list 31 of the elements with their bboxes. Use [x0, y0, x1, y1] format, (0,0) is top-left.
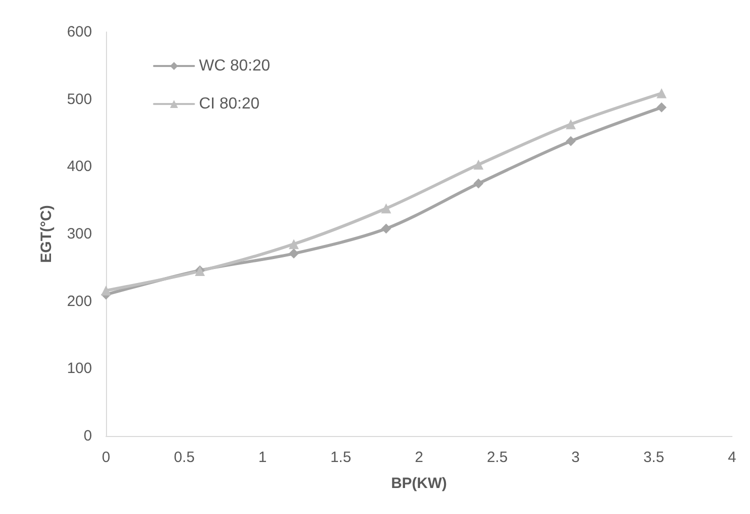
y-tick-label: 400	[66, 158, 92, 176]
point	[473, 160, 484, 170]
x-tick-label: 1.5	[330, 449, 352, 466]
x-tick-label: 1	[258, 449, 267, 466]
y-tick-label: 0	[84, 428, 92, 444]
x-tick-label: 2	[414, 449, 424, 466]
x-tick-label: 0.5	[174, 449, 195, 466]
point	[288, 239, 299, 250]
point	[288, 248, 299, 259]
point	[566, 136, 576, 146]
y-tick-label: 500	[66, 90, 92, 108]
x-tick-label: 0	[102, 449, 110, 466]
point	[473, 178, 484, 188]
y-tick-label: 200	[66, 292, 92, 310]
legend-label: CI 80:20	[199, 96, 260, 112]
point	[101, 286, 111, 296]
point	[381, 224, 392, 234]
point	[656, 88, 667, 98]
legend-label: WC 80:20	[199, 58, 270, 74]
point	[656, 102, 667, 112]
x-tick-label: 2.5	[486, 449, 508, 466]
point	[566, 119, 576, 130]
y-tick-label: 100	[66, 360, 92, 378]
x-axis-title: BP(KW)	[391, 475, 447, 492]
y-tick-label: 300	[66, 226, 92, 242]
x-tick-label: 3.5	[643, 449, 664, 466]
point	[381, 203, 392, 214]
x-tick-label: 4	[728, 449, 736, 466]
x-tick-label: 3	[571, 449, 580, 466]
y-tick-label: 600	[66, 24, 92, 40]
y-axis-title: EGT(°C)	[38, 205, 55, 263]
